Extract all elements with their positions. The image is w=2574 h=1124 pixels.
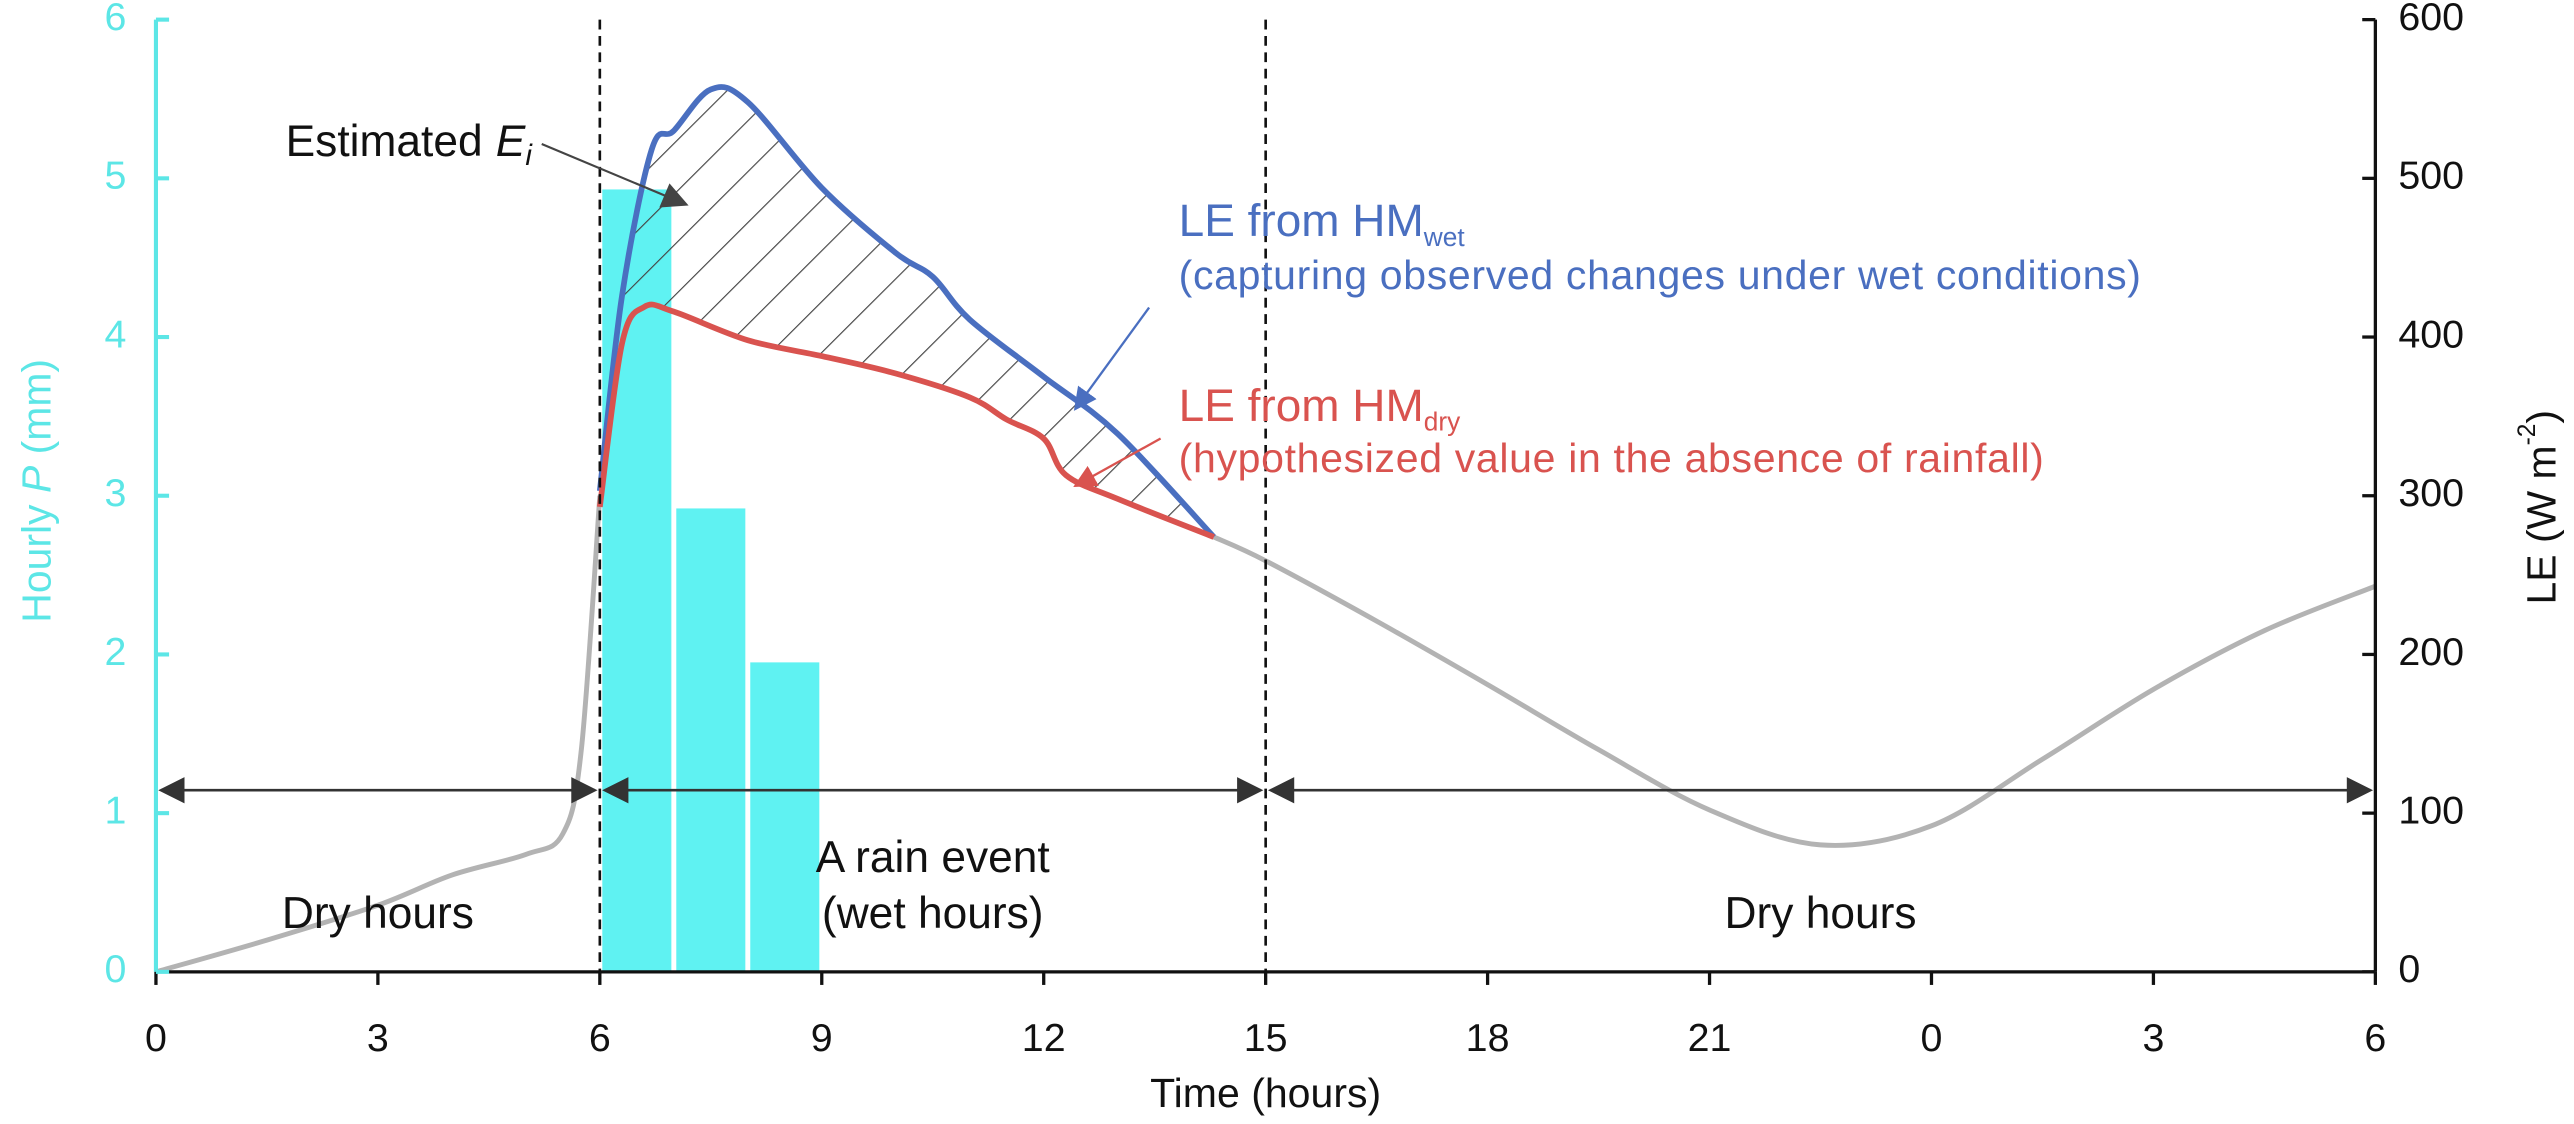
le-line [596,301,1215,540]
legend-label: LE from HMdry [1179,379,1461,436]
y2-tick-label: 500 [2398,154,2464,198]
y2-tick-label: 300 [2398,471,2464,515]
y-axis-title-part: Hourly [13,504,59,623]
y-tick-label: 2 [104,630,126,674]
period-label: A rain event [816,833,1050,882]
x-tick-label: 9 [811,1016,833,1060]
x-tick-label: 0 [145,1016,167,1060]
period-label: (wet hours) [822,889,1044,938]
y2-tick-label: 100 [2398,789,2464,833]
x-tick-label: 21 [1688,1016,1732,1060]
le-line [596,84,1216,539]
x-tick-label: 15 [1244,1016,1288,1060]
legend-name: LE from HM [1179,379,1424,431]
x-tick-label: 0 [1921,1016,1943,1060]
annotation-sub: i [525,139,533,172]
y-axis-title-part: (mm) [13,359,59,454]
legend-label: LE from HMwet [1179,194,1466,251]
y-axis-title: Hourly P (mm) [13,359,59,623]
y2-tick-label: 600 [2398,0,2464,39]
legend-subscript: dry [1424,407,1461,437]
precip-bar [676,508,746,972]
le-line [155,495,2377,975]
estimated-ei-area [599,86,1214,538]
x-tick-label: 6 [2364,1016,2386,1060]
y-tick-label: 4 [104,312,126,356]
y2-axis-title-part: LE (W m [2518,445,2564,604]
y-tick-label: 6 [104,0,126,39]
x-axis-title: Time (hours) [1150,1070,1381,1116]
x-tick-label: 6 [589,1016,611,1060]
legend-arrow [1073,437,1162,488]
y-tick-label: 3 [104,471,126,515]
annotation-arrow [541,142,689,208]
period-label: Dry hours [282,889,474,938]
x-tick-label: 3 [367,1016,389,1060]
y-axis-title-symbol: P [13,465,59,493]
annotation-symbol: E [496,117,526,166]
legend-description: (capturing observed changes under wet co… [1179,252,2142,298]
y-tick-label: 0 [104,947,126,991]
x-tick-label: 12 [1022,1016,1066,1060]
x-tick-label: 3 [2142,1016,2164,1060]
y2-axis-title-sup: -2 [2514,424,2541,446]
annotation: Estimated Ei [286,117,534,172]
annotation-text: Estimated [286,117,483,166]
y2-tick-label: 400 [2398,312,2464,356]
y-tick-label: 5 [104,154,126,198]
precip-bar [602,189,672,972]
legend-description: (hypothesized value in the absence of ra… [1179,435,2045,481]
y2-tick-label: 200 [2398,630,2464,674]
legend-subscript: wet [1423,222,1466,252]
y2-tick-label: 0 [2398,947,2420,991]
x-tick-label: 18 [1466,1016,1510,1060]
y-tick-label: 1 [104,789,126,833]
precip-bar [750,662,820,972]
legend-name: LE from HM [1179,194,1424,246]
y2-axis-title-part: ) [2518,410,2564,424]
period-label: Dry hours [1724,889,1916,938]
legend-arrow [1073,306,1151,411]
y2-axis-title: LE (W m-2) [2514,410,2565,605]
